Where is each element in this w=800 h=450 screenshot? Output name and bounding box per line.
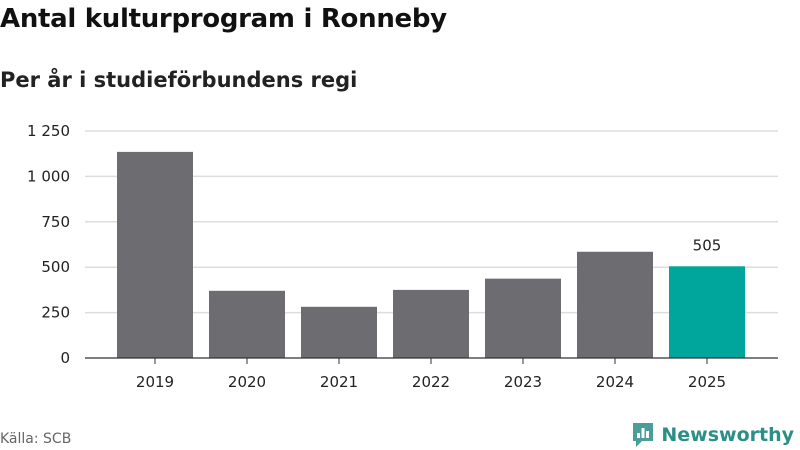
bar-2019 <box>117 151 193 358</box>
bar-2024 <box>577 251 653 358</box>
bar-2022 <box>393 289 469 358</box>
chart-title: Antal kulturprogram i Ronneby <box>0 4 447 34</box>
data-label: 505 <box>693 236 722 254</box>
y-tick-label: 750 <box>41 213 70 231</box>
x-tick-label: 2020 <box>228 373 266 391</box>
y-tick-label: 500 <box>41 258 70 276</box>
chart-subtitle: Per år i studieförbundens regi <box>0 68 358 92</box>
x-tick-label: 2019 <box>136 373 174 391</box>
x-tick-label: 2024 <box>596 373 634 391</box>
x-tick-label: 2021 <box>320 373 358 391</box>
x-tick-label: 2023 <box>504 373 542 391</box>
x-tick-label: 2025 <box>688 373 726 391</box>
y-tick-label: 1 250 <box>27 122 70 140</box>
brand-name: Newsworthy <box>661 424 794 446</box>
y-tick-label: 0 <box>60 349 70 367</box>
bar-chart: 0 250 500 750 1 000 1 250 2019 2020 2021 2022 2023… <box>27 122 778 391</box>
bar-2023 <box>485 278 561 358</box>
bar-2021 <box>301 306 377 358</box>
bar-2025 <box>669 266 745 358</box>
y-tick-label: 1 000 <box>27 167 70 185</box>
x-tick-label: 2022 <box>412 373 450 391</box>
brand-logo: Newsworthy <box>631 420 794 450</box>
gridlines <box>85 130 778 314</box>
labels: 0 250 500 750 1 000 1 250 2019 2020 2021 2022 2023… <box>27 122 726 391</box>
bars <box>117 151 745 358</box>
source-note: Källa: SCB <box>0 431 72 447</box>
y-tick-label: 250 <box>41 304 70 322</box>
axes <box>85 357 778 364</box>
newsworthy-logo-icon <box>633 423 654 447</box>
bar-2020 <box>209 290 285 358</box>
